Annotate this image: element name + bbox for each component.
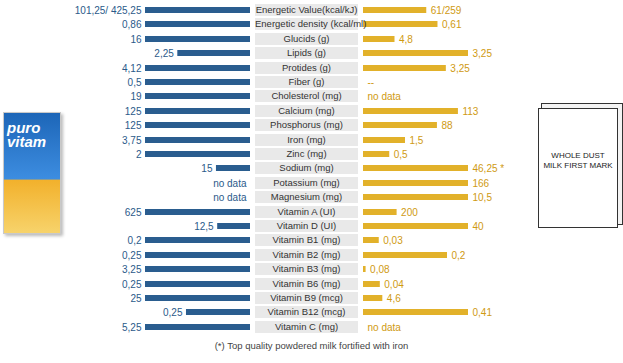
svg-text:0,25: 0,25 [163,307,183,318]
svg-text:0,2: 0,2 [128,235,142,246]
svg-text:4,12: 4,12 [122,62,142,73]
svg-text:0,5: 0,5 [394,149,408,160]
html-text:puro vitam: puro vitam [7,119,47,150]
svg-text:46,25 *: 46,25 * [473,163,505,174]
html-text:Energetic Value(kcal/kJ): Energetic Value(kcal/kJ) [255,4,358,15]
html-text:Zinc (mg): Zinc (mg) [286,148,327,159]
html-text:Calcium (mg): Calcium (mg) [278,104,335,116]
html-text:Iron (mg): Iron (mg) [287,133,326,145]
svg-text:1,5: 1,5 [410,134,424,145]
html-text:Vitamin A (UI): Vitamin A (UI) [277,205,336,217]
html-text:Protides (g): Protides (g) [281,61,331,73]
svg-text:0,86: 0,86 [122,19,142,30]
html-text:Vitamin B2 (mg): Vitamin B2 (mg) [272,248,341,260]
svg-text:5,25: 5,25 [122,321,142,332]
svg-text:0,2: 0,2 [452,249,466,260]
svg-text:0,03: 0,03 [383,235,403,246]
svg-text:0,25: 0,25 [122,278,142,289]
html-text:Lipids (g): Lipids (g) [287,47,326,59]
svg-text:0,04: 0,04 [384,278,404,289]
svg-text:40: 40 [473,221,485,232]
svg-text:0,5: 0,5 [128,77,142,88]
svg-text:16: 16 [130,33,142,44]
html-text:Magnesium (mg): Magnesium (mg) [270,191,343,203]
html-text:WHOLE DUST MILK FIRST MARK: WHOLE DUST MILK FIRST MARK [543,151,613,170]
svg-text:10,5: 10,5 [473,192,493,203]
svg-text:166: 166 [473,177,490,188]
html-text:Fiber (g): Fiber (g) [288,76,325,87]
svg-text:0,41: 0,41 [473,307,493,318]
svg-text:15: 15 [201,163,213,174]
html-text:(*) Top quality powdered milk: (*) Top quality powdered milk fortified … [214,340,409,351]
svg-text:--: -- [368,77,375,88]
html-text:Vitamin D (UI): Vitamin D (UI) [276,220,337,231]
svg-text:88: 88 [441,120,453,131]
svg-text:3,75: 3,75 [122,134,142,145]
svg-text:113: 113 [462,105,478,116]
svg-text:101,25/ 425,25: 101,25/ 425,25 [75,5,142,16]
svg-text:3,25: 3,25 [122,264,142,275]
html-text:Glucids (g): Glucids (g) [283,32,330,44]
svg-text:no data: no data [213,192,247,203]
html-text:Potassium (mg): Potassium (mg) [273,176,340,188]
svg-text:200: 200 [401,206,418,217]
svg-text:12,5: 12,5 [194,221,214,232]
html-text:Cholesterol (mg): Cholesterol (mg) [271,90,342,102]
svg-text:25: 25 [130,293,142,304]
html-text:Vitamin B6 (mg): Vitamin B6 (mg) [272,277,341,289]
svg-text:no data: no data [213,177,247,188]
svg-text:4,8: 4,8 [399,33,413,44]
svg-text:0,61: 0,61 [442,19,462,30]
svg-text:2,25: 2,25 [154,48,174,59]
svg-text:625: 625 [125,206,142,217]
svg-text:no data: no data [368,91,402,102]
html-text:Vitamin B3 (mg): Vitamin B3 (mg) [272,263,341,275]
html-text:Vitamin B1 (mg): Vitamin B1 (mg) [272,234,341,246]
svg-text:3,25: 3,25 [450,62,470,73]
svg-text:19: 19 [130,91,142,102]
svg-text:61/259: 61/259 [431,5,462,16]
svg-text:no data: no data [368,321,402,332]
html-text:Vitamin B12 (mcg): Vitamin B12 (mcg) [267,306,346,318]
svg-text:3,25: 3,25 [473,48,493,59]
svg-text:0,25: 0,25 [122,249,142,260]
svg-text:0,08: 0,08 [370,264,390,275]
html-text:Energetic density (kcal/ml): Energetic density (kcal/ml) [255,18,367,30]
html-text:Vitamin B9 (mcg): Vitamin B9 (mcg) [270,292,343,303]
svg-text:4,6: 4,6 [387,293,401,304]
html-text:Sodium (mg): Sodium (mg) [279,162,334,174]
svg-text:125: 125 [125,120,142,131]
html-text:Vitamin C (mg): Vitamin C (mg) [274,320,339,332]
svg-text:125: 125 [125,105,142,116]
svg-text:2: 2 [136,149,142,160]
html-text:Phosphorus (mg): Phosphorus (mg) [270,119,343,131]
